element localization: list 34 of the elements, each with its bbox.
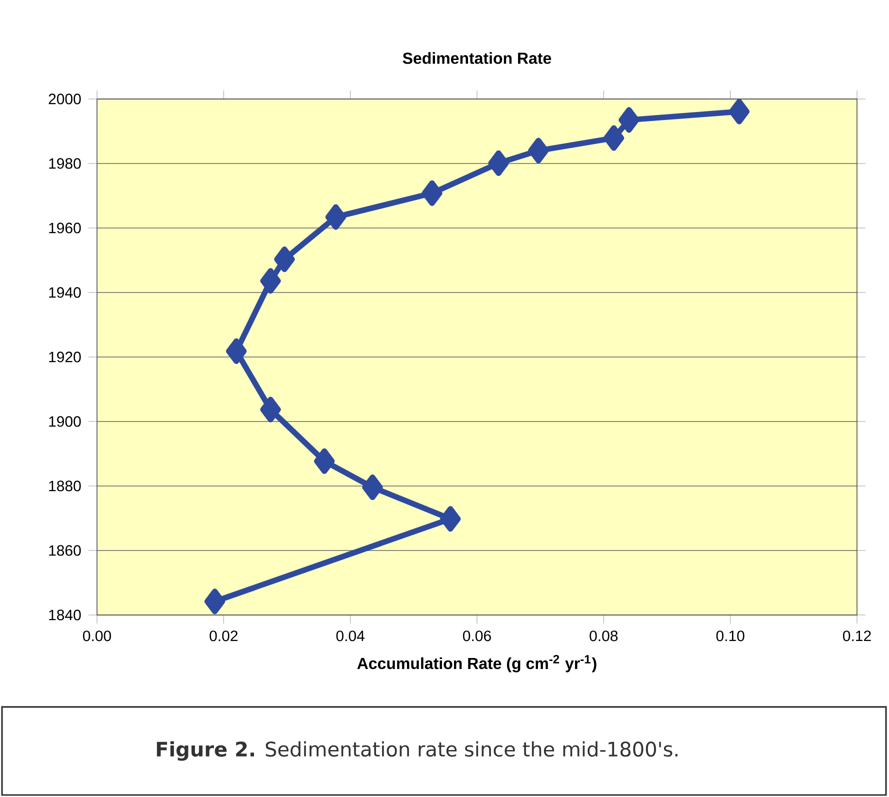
y-tick-label: 1960 bbox=[49, 222, 81, 234]
point bbox=[528, 138, 549, 164]
x-tick-label: 0.02 bbox=[210, 630, 238, 642]
x-tick-label: 0.10 bbox=[716, 630, 744, 642]
x-tick-label: 0.06 bbox=[463, 630, 491, 642]
y-tick-label: 1940 bbox=[49, 287, 81, 298]
y-tick-label: 1840 bbox=[49, 610, 81, 620]
y-tick-label: 1900 bbox=[49, 416, 81, 427]
point bbox=[604, 125, 624, 151]
point bbox=[260, 396, 281, 422]
x-tick-label: 0.08 bbox=[590, 630, 618, 642]
point bbox=[314, 448, 335, 474]
point bbox=[325, 204, 346, 230]
point bbox=[260, 268, 281, 294]
chart-title: Sedimentation Rate bbox=[402, 52, 552, 64]
x-tick-label: 0.04 bbox=[336, 630, 364, 642]
x-axis-title: Accumulation Rate (g cm$^{-2}$ yr$^{-1}$) bbox=[357, 654, 596, 672]
y-tick-label: 1880 bbox=[49, 480, 81, 492]
point bbox=[204, 588, 226, 614]
y-tick-label: 1860 bbox=[49, 545, 81, 556]
point bbox=[422, 180, 442, 206]
point bbox=[362, 474, 383, 500]
x-tick-label: 0.00 bbox=[83, 630, 112, 642]
text: Figure 2. Sedimentation rate since the mid-1800's. bbox=[156, 741, 678, 761]
point bbox=[488, 150, 509, 176]
y-tick-label: 2000 bbox=[48, 94, 81, 104]
point bbox=[618, 107, 640, 133]
y-tick-label: 1980 bbox=[49, 158, 81, 169]
point bbox=[226, 338, 247, 364]
point bbox=[440, 506, 461, 532]
point bbox=[274, 246, 295, 272]
point bbox=[728, 98, 750, 124]
x-tick-label: 0.12 bbox=[843, 630, 871, 642]
y-tick-label: 1920 bbox=[49, 352, 81, 362]
